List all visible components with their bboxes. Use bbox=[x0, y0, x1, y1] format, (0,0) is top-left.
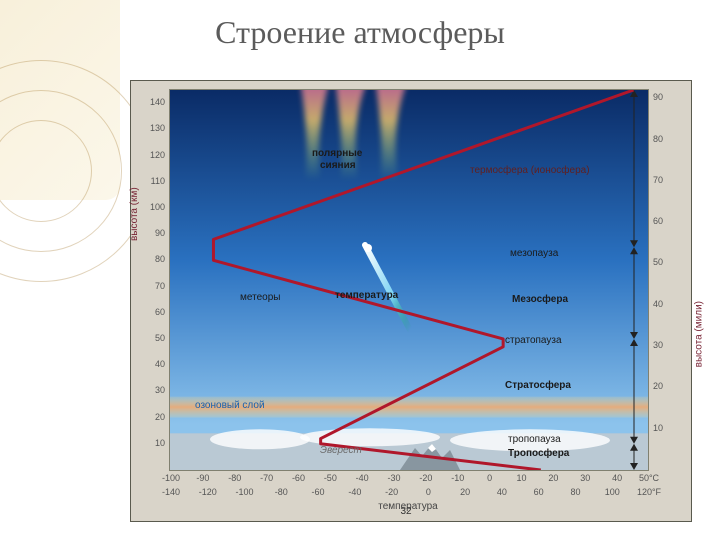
annotation: мезопауза bbox=[510, 248, 558, 259]
annotation: полярные bbox=[312, 148, 362, 159]
annotation: сияния bbox=[320, 160, 356, 171]
annotation: озоновый слой bbox=[195, 400, 265, 411]
page-number: 32 bbox=[396, 506, 416, 517]
annotation: тропопауза bbox=[508, 434, 561, 445]
annotation: метеоры bbox=[240, 292, 280, 303]
slide-title: Строение атмосферы bbox=[0, 14, 720, 51]
atmosphere-chart: высота (км) высота (мили) 14013012011010… bbox=[130, 80, 692, 522]
temperature-curve bbox=[170, 90, 648, 470]
plot-area: полярныесияния термосфера (ионосфера) мете… bbox=[169, 89, 649, 471]
decorative-sidebar bbox=[0, 0, 120, 540]
y-axis-right-ticks: 908070605040302010 bbox=[651, 89, 687, 469]
slide: Строение атмосферы высота (км) высота (м… bbox=[0, 0, 720, 540]
annotation: Эверест bbox=[320, 445, 362, 456]
annotation: стратопауза bbox=[505, 335, 562, 346]
annotation: Стратосфера bbox=[505, 380, 571, 391]
annotation: Мезосфера bbox=[512, 294, 568, 305]
annotation: Тропосфера bbox=[508, 448, 569, 459]
annotation: температура bbox=[335, 290, 398, 301]
y-axis-right-label: высота (мили) bbox=[693, 301, 704, 367]
annotation: термосфера (ионосфера) bbox=[470, 165, 590, 176]
y-axis-left-ticks: 140130120110100908070605040302010 bbox=[131, 89, 167, 469]
